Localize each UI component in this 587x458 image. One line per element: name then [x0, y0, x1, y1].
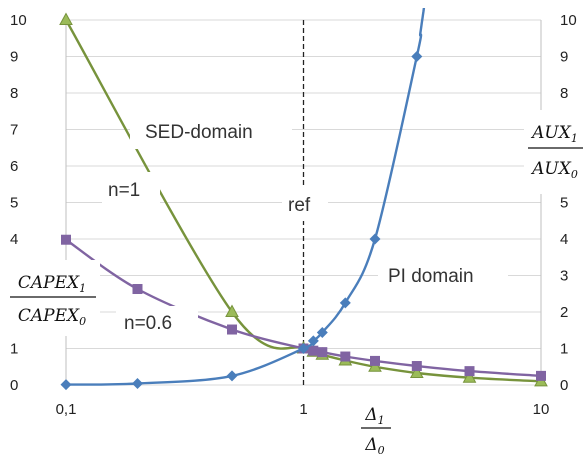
y-label-numerator: CAPEX1 — [18, 273, 86, 295]
square-point — [308, 345, 319, 356]
y-tick-label: 8 — [10, 85, 18, 102]
series-0 — [59, 12, 548, 387]
y-tick-label: 1 — [10, 341, 18, 358]
y2-tick-label: 9 — [560, 49, 568, 66]
diamond-point — [307, 335, 319, 347]
y2-tick-label: 0 — [560, 377, 568, 394]
series-layer — [0, 0, 587, 391]
y-tick-label: 10 — [10, 12, 27, 29]
y2-tick-label: 4 — [560, 231, 568, 248]
y-tick-label: 4 — [10, 231, 18, 248]
y-tick-label: 9 — [10, 49, 18, 66]
triangle-point — [409, 365, 424, 378]
y2-tick-label: 10 — [560, 12, 577, 29]
y-tick-label: 6 — [10, 158, 18, 175]
annotation-n06: n=0.6 — [124, 313, 172, 334]
annotation-n1: n=1 — [108, 180, 140, 201]
x-label-denominator: Δ0 — [364, 435, 384, 457]
top-clip — [0, 0, 587, 8]
diamond-point — [411, 51, 423, 62]
triangle-point — [462, 370, 477, 383]
y2-tick-label: 5 — [560, 195, 568, 212]
y2-label-denominator: AUX0 — [530, 159, 578, 181]
square-point — [132, 284, 143, 295]
square-point — [411, 361, 422, 372]
x-tick-label: 0,1 — [56, 401, 77, 418]
diamond-point — [131, 378, 143, 390]
annotation-sed-domain: SED-domain — [145, 122, 253, 143]
y-label-denominator: CAPEX0 — [18, 306, 86, 328]
triangle-point — [59, 12, 73, 25]
square-point — [536, 370, 546, 381]
x-axis-label: Δ1 Δ0 — [361, 405, 391, 457]
x-tick-label: 10 — [533, 401, 550, 418]
diamond-point — [339, 297, 351, 309]
y2-tick-label: 3 — [560, 268, 568, 285]
diamond-point — [60, 379, 72, 391]
y-tick-label: 5 — [10, 195, 18, 212]
diamond-point — [298, 343, 309, 354]
annotations: SED-domain n=1 ref PI domain n=0.6 — [102, 113, 508, 338]
y-axis-label: CAPEX1 CAPEX0 — [4, 260, 100, 336]
x-tick-label: 1 — [299, 401, 307, 418]
square-point — [61, 234, 71, 245]
y2-tick-label: 2 — [560, 304, 568, 321]
annotation-ref: ref — [288, 195, 311, 216]
square-point — [369, 355, 380, 366]
triangle-point — [225, 304, 239, 317]
y2-label-numerator: AUX1 — [530, 123, 578, 145]
y-tick-label: 7 — [10, 122, 18, 139]
square-point — [340, 351, 351, 362]
diamond-point — [369, 233, 381, 245]
annotation-pi-domain: PI domain — [388, 266, 474, 287]
square-point — [464, 366, 475, 377]
y2-tick-label: 1 — [560, 341, 568, 358]
diamond-point — [226, 370, 238, 382]
y2-axis-label: AUX1 AUX0 — [524, 110, 586, 194]
x-label-numerator: Δ1 — [364, 405, 384, 427]
square-point — [317, 347, 328, 358]
y2-tick-label: 8 — [560, 85, 568, 102]
square-point — [227, 324, 238, 335]
diamond-point — [316, 326, 328, 338]
y-tick-label: 0 — [10, 377, 18, 394]
